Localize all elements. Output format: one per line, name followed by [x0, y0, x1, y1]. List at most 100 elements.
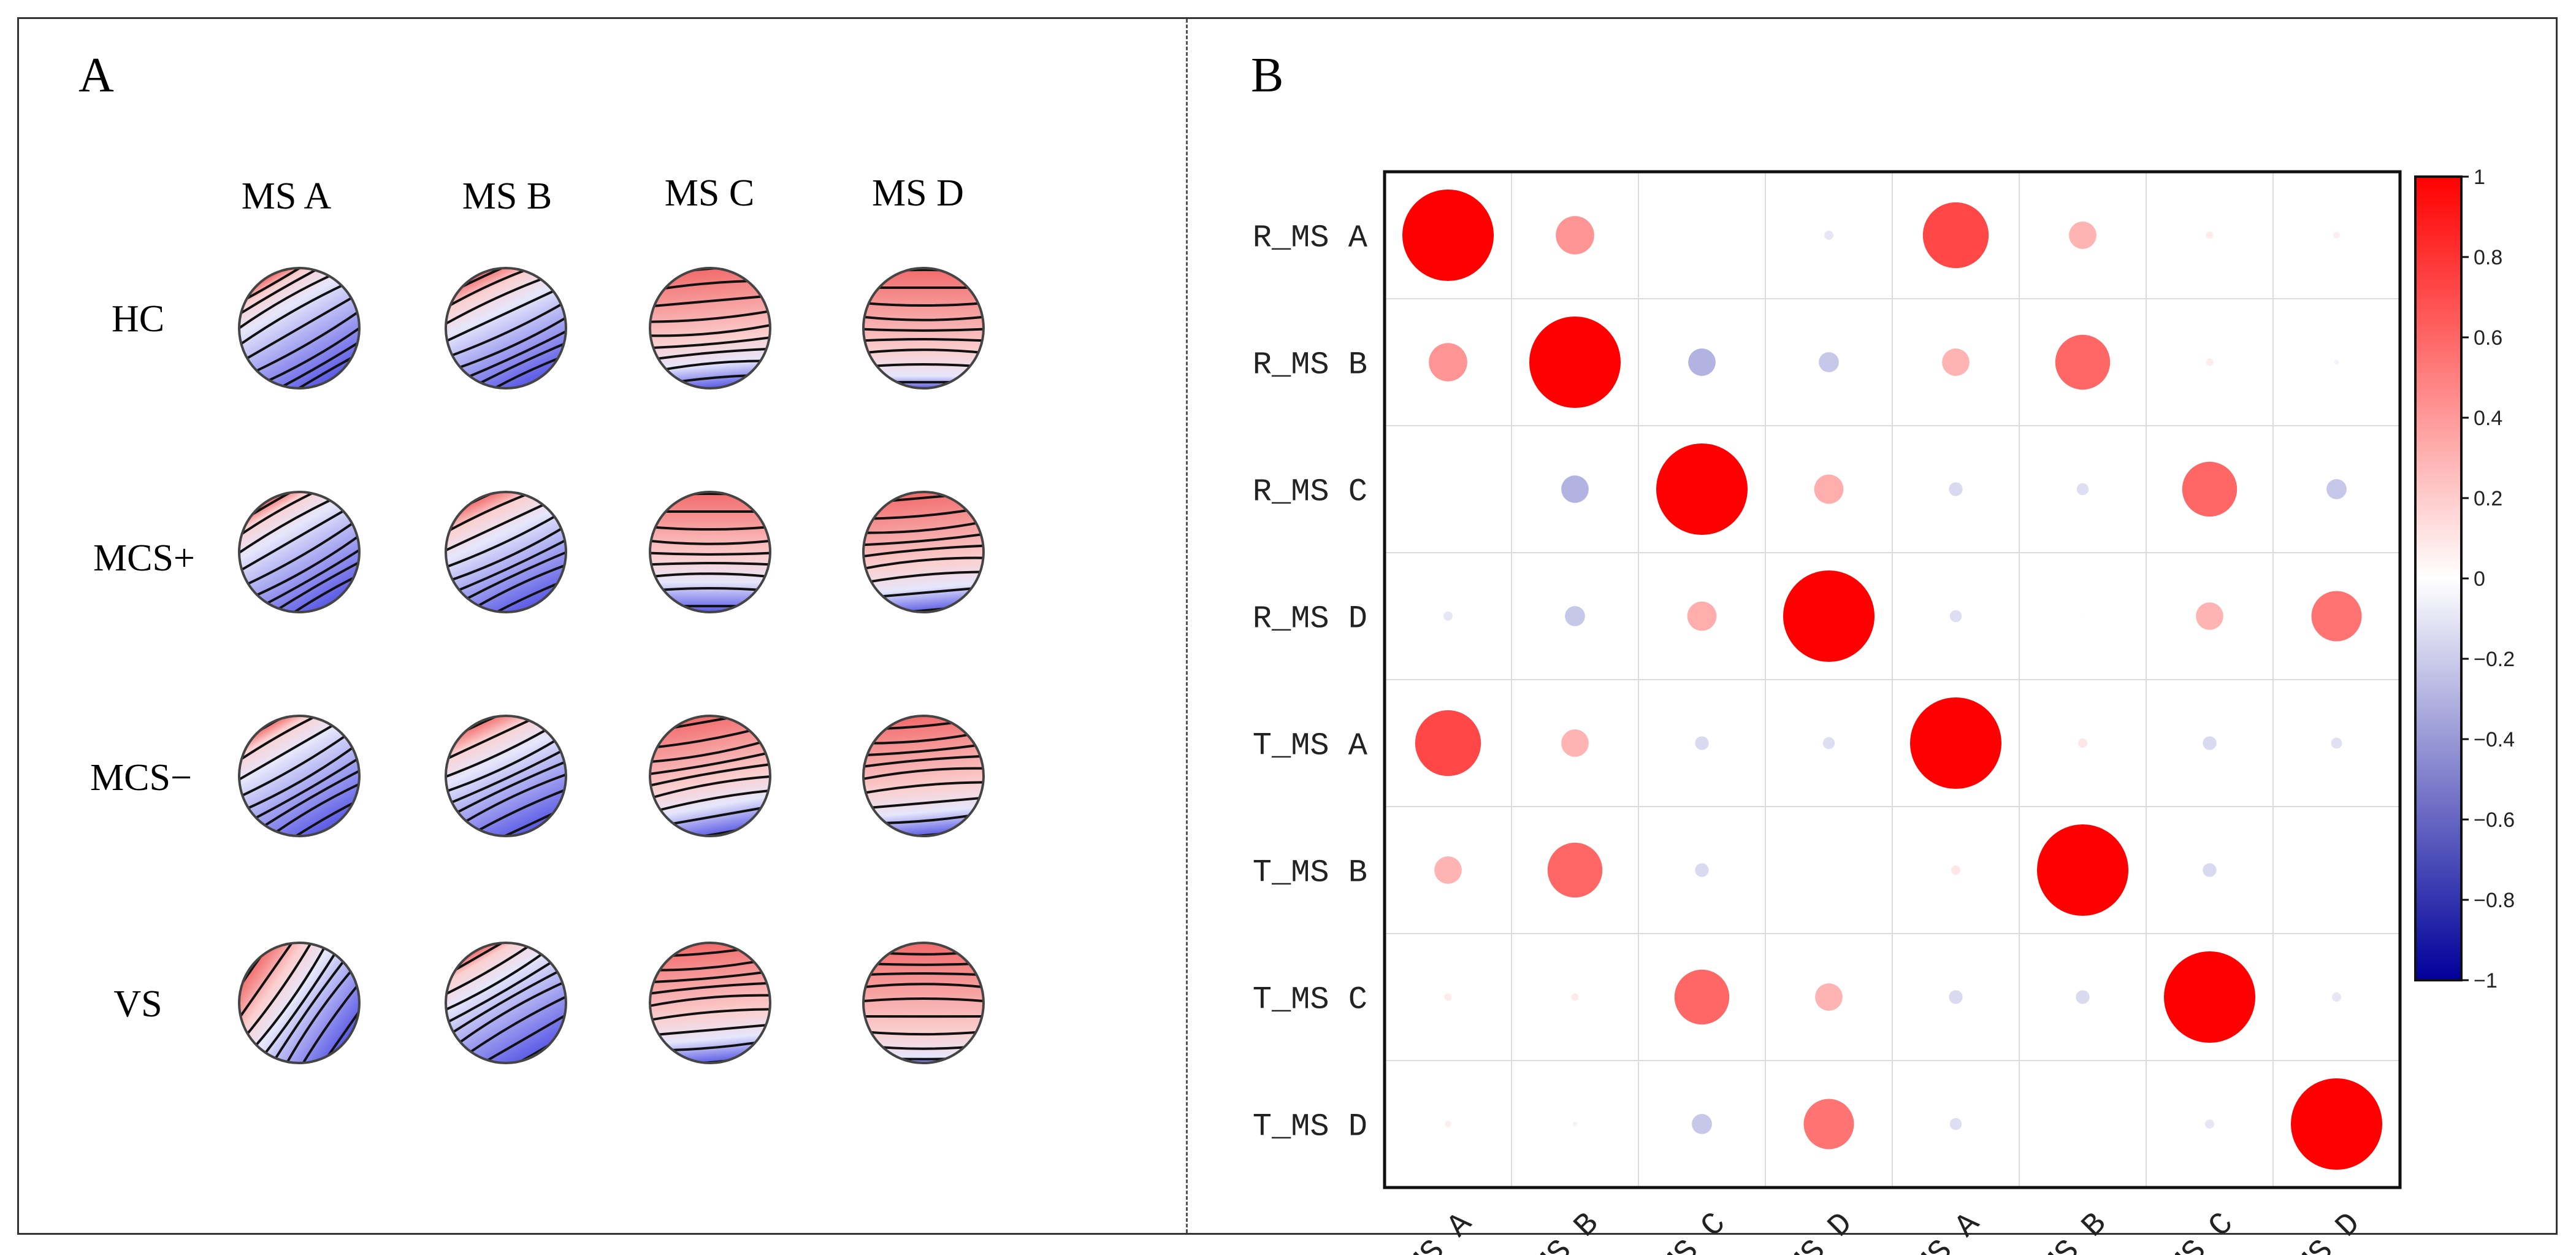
correlation-circle: [1529, 316, 1621, 409]
correlation-circle: [2206, 231, 2214, 239]
row-label: T_MS A: [1253, 728, 1368, 764]
col-header-ms-b: MS B: [462, 175, 552, 217]
correlation-circle: [1949, 1118, 1962, 1130]
colorbar-tick-label: 0.8: [2474, 246, 2502, 269]
correlation-circle: [1687, 601, 1717, 631]
correlation-circle: [1692, 1114, 1712, 1134]
colorbar-tick-label: 0.2: [2474, 487, 2502, 510]
correlation-circle: [1814, 474, 1844, 504]
correlation-circle: [1565, 606, 1585, 626]
correlation-circle: [1443, 612, 1453, 621]
matrix-grid: [1385, 172, 2400, 1188]
correlation-circle: [1561, 475, 1589, 503]
col-label: R_MS C: [1627, 1206, 1733, 1255]
row-label: T_MS B: [1253, 855, 1367, 891]
topomap: [238, 267, 361, 390]
topomap: [238, 715, 361, 837]
correlation-circle: [2036, 824, 2129, 916]
correlation-circle: [1445, 1121, 1451, 1127]
topomap: [445, 942, 567, 1064]
correlation-circle: [1824, 231, 1833, 240]
topomap: [649, 715, 771, 837]
row-label: T_MS C: [1253, 982, 1367, 1018]
correlation-circle: [1674, 969, 1730, 1025]
correlation-circle: [1688, 348, 1716, 376]
correlation-circle: [1819, 352, 1839, 372]
col-label: R_MS A: [1373, 1205, 1480, 1255]
correlation-circle: [1656, 443, 1748, 535]
correlation-circle: [1695, 863, 1709, 877]
row-label: R_MS C: [1253, 474, 1367, 510]
correlation-circle: [1547, 842, 1603, 898]
colorbar-tick-label: 0.4: [2474, 407, 2502, 430]
correlation-circle: [2332, 992, 2341, 1002]
correlation-circle: [1415, 710, 1481, 777]
col-header-ms-c: MS C: [664, 172, 755, 214]
topomap: [445, 715, 567, 837]
correlation-circle: [1815, 983, 1843, 1011]
correlation-circle: [1822, 737, 1835, 750]
correlation-circle: [2311, 591, 2362, 642]
topomap: [238, 491, 361, 613]
row-label: R_MS D: [1253, 601, 1367, 637]
correlation-circle: [1951, 865, 1960, 875]
row-label: R_MS B: [1253, 347, 1367, 383]
topomap: [445, 491, 567, 613]
topomap: [649, 491, 771, 613]
panel-a-label: A: [78, 48, 114, 102]
correlation-circle: [2163, 951, 2256, 1043]
correlation-circle: [2203, 863, 2217, 877]
topomap: [649, 942, 771, 1064]
colorbar-tick-label: −0.2: [2474, 648, 2515, 671]
col-header-ms-a: MS A: [241, 175, 332, 217]
correlation-circle: [2290, 1078, 2383, 1170]
correlation-matrix: R_MS A R_MS B R_MS C R_MS D T_MS A T_MS B T_MS…: [1253, 166, 2515, 1255]
colorbar-tick-label: −1: [2474, 969, 2498, 992]
correlation-circle: [1922, 202, 1989, 269]
correlation-circle: [1571, 993, 1579, 1001]
correlation-circle: [1783, 570, 1875, 662]
correlation-circle: [2326, 479, 2347, 499]
topomap: [445, 267, 567, 390]
correlation-circle: [1429, 343, 1467, 382]
row-header-hc: HC: [111, 298, 165, 340]
correlation-circle: [2055, 334, 2111, 390]
correlation-circle: [1803, 1099, 1854, 1149]
correlation-circle: [1949, 482, 1963, 496]
col-label: R_MS D: [1754, 1206, 1860, 1255]
correlation-circle: [2333, 232, 2340, 239]
correlation-circle: [1561, 729, 1589, 757]
topomap: [862, 267, 985, 390]
topomap: [649, 267, 771, 390]
topomap-grid: [238, 267, 985, 1064]
panel-divider: [1186, 19, 1188, 1233]
topomap: [862, 491, 985, 613]
correlation-circle: [1402, 189, 1494, 282]
col-header-ms-d: MS D: [872, 172, 964, 214]
correlation-circle: [1444, 993, 1452, 1001]
correlation-circle: [2331, 737, 2342, 749]
correlation-circle: [2205, 1119, 2214, 1129]
correlation-circle: [2069, 221, 2096, 249]
correlation-circle: [2076, 483, 2089, 496]
correlation-circle: [2076, 990, 2090, 1004]
col-label: T_MS C: [2135, 1206, 2241, 1255]
correlation-circle: [2182, 461, 2238, 517]
colorbar-tick-label: 1: [2474, 166, 2485, 189]
correlation-circle: [2334, 359, 2339, 365]
correlation-circle: [2203, 736, 2217, 750]
correlation-circle: [2206, 358, 2214, 366]
correlation-circle: [1572, 1121, 1578, 1127]
row-header-mcs-plus: MCS+: [93, 537, 195, 579]
correlation-circle: [1695, 736, 1709, 750]
colorbar-tick-label: −0.4: [2474, 728, 2515, 751]
row-header-mcs-minus: MCS−: [90, 757, 192, 799]
correlation-circle: [1949, 990, 1963, 1004]
col-label: T_MS A: [1881, 1205, 1988, 1255]
colorbar-tick-label: −0.6: [2474, 808, 2515, 832]
correlation-circle: [1949, 610, 1962, 623]
row-label: T_MS D: [1253, 1109, 1367, 1145]
panel-b-label: B: [1251, 48, 1284, 102]
col-label: R_MS B: [1500, 1206, 1607, 1255]
